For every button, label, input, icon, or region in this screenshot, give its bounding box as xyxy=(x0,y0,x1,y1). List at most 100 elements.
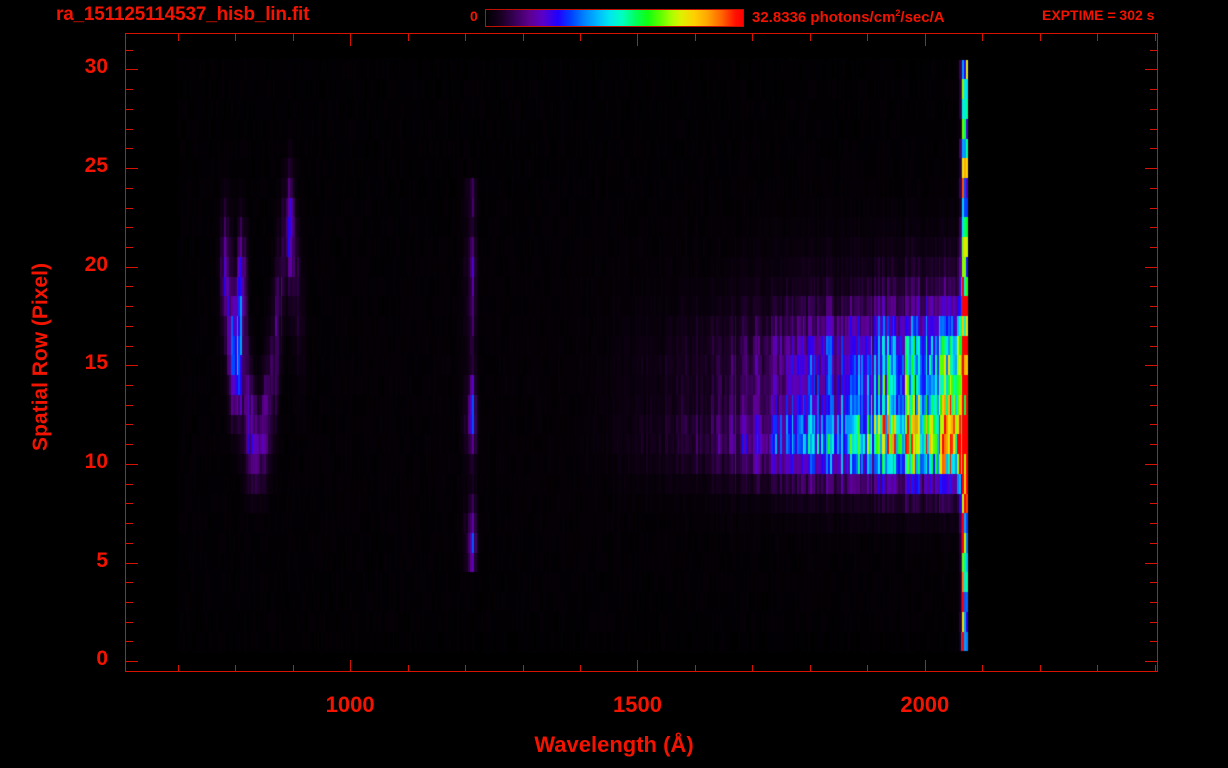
xtick-major-2000 xyxy=(925,660,926,672)
colorbar-max-value: 32.8336 xyxy=(752,9,807,26)
ytick-right-12 xyxy=(1150,424,1158,425)
xtick-minor-700 xyxy=(178,665,179,672)
ytick-label-15: 15 xyxy=(84,351,108,375)
ytick-right-6 xyxy=(1150,543,1158,544)
ytick-minor-3 xyxy=(125,602,133,603)
ytick-minor-23 xyxy=(125,208,133,209)
xtick-minor-1900 xyxy=(867,665,868,672)
ytick-right-10 xyxy=(1145,464,1158,465)
ytick-minor-28 xyxy=(125,109,133,110)
ytick-major-0 xyxy=(125,661,138,662)
colorbar-units-prefix: photons/cm xyxy=(810,9,896,26)
ytick-minor-21 xyxy=(125,247,133,248)
ytick-minor-6 xyxy=(125,543,133,544)
ytick-minor-26 xyxy=(125,148,133,149)
ytick-right-2 xyxy=(1150,622,1158,623)
ytick-right-29 xyxy=(1150,89,1158,90)
ytick-minor-11 xyxy=(125,444,133,445)
ytick-major-25 xyxy=(125,168,138,169)
xtick-top-2000 xyxy=(925,34,926,46)
ytick-minor-4 xyxy=(125,582,133,583)
ytick-label-20: 20 xyxy=(84,252,108,276)
xtick-minor-2200 xyxy=(1040,665,1041,672)
ytick-right-15 xyxy=(1145,365,1158,366)
xtick-minor-1200 xyxy=(465,665,466,672)
ytick-right-19 xyxy=(1150,286,1158,287)
xtick-minor-2100 xyxy=(982,665,983,672)
xtick-major-1500 xyxy=(637,660,638,672)
ytick-major-15 xyxy=(125,365,138,366)
xtick-top-900 xyxy=(293,34,294,41)
ytick-minor-1 xyxy=(125,641,133,642)
colorbar-units-exponent: 2 xyxy=(895,8,901,18)
ytick-minor-24 xyxy=(125,188,133,189)
xtick-label-1000: 1000 xyxy=(325,692,375,717)
colorbar-max-label: 32.8336 photons/cm2/sec/A xyxy=(752,8,945,26)
ytick-right-31 xyxy=(1150,50,1158,51)
colorbar-units-suffix: /sec/A xyxy=(900,9,945,26)
ytick-right-24 xyxy=(1150,188,1158,189)
xtick-top-1700 xyxy=(752,34,753,41)
xtick-minor-1100 xyxy=(408,665,409,672)
xtick-label-1500: 1500 xyxy=(612,692,662,717)
xtick-top-1500 xyxy=(637,34,638,46)
ytick-minor-7 xyxy=(125,523,133,524)
ytick-right-30 xyxy=(1145,69,1158,70)
ytick-minor-27 xyxy=(125,129,133,130)
xtick-minor-1300 xyxy=(523,665,524,672)
ytick-right-26 xyxy=(1150,148,1158,149)
xtick-top-1300 xyxy=(523,34,524,41)
xtick-minor-2300 xyxy=(1097,665,1098,672)
ytick-right-27 xyxy=(1150,129,1158,130)
xtick-top-1400 xyxy=(580,34,581,41)
ytick-right-8 xyxy=(1150,503,1158,504)
colorbar-gradient xyxy=(485,9,744,27)
xtick-minor-900 xyxy=(293,665,294,672)
xtick-top-2300 xyxy=(1097,34,1098,41)
ytick-minor-16 xyxy=(125,346,133,347)
ytick-right-3 xyxy=(1150,602,1158,603)
ytick-major-30 xyxy=(125,69,138,70)
exptime-label: EXPTIME = 302 s xyxy=(1042,7,1155,23)
ytick-minor-22 xyxy=(125,227,133,228)
xtick-top-1600 xyxy=(695,34,696,41)
heatmap-canvas xyxy=(126,34,1157,671)
file-title: ra_151125114537_hisb_lin.fit xyxy=(56,4,310,25)
xtick-major-1000 xyxy=(350,660,351,672)
ytick-minor-29 xyxy=(125,89,133,90)
xtick-top-2400 xyxy=(1155,34,1156,41)
xtick-top-1100 xyxy=(408,34,409,41)
ytick-minor-17 xyxy=(125,326,133,327)
xtick-minor-800 xyxy=(235,665,236,672)
ytick-minor-31 xyxy=(125,50,133,51)
ytick-right-28 xyxy=(1150,109,1158,110)
ytick-right-22 xyxy=(1150,227,1158,228)
ytick-right-4 xyxy=(1150,582,1158,583)
ytick-minor-14 xyxy=(125,385,133,386)
ytick-label-5: 5 xyxy=(96,548,108,572)
ytick-label-25: 25 xyxy=(84,154,108,178)
ytick-label-30: 30 xyxy=(84,55,108,79)
ytick-right-20 xyxy=(1145,267,1158,268)
ytick-minor-8 xyxy=(125,503,133,504)
xtick-top-2100 xyxy=(982,34,983,41)
ytick-minor-2 xyxy=(125,622,133,623)
ytick-minor-18 xyxy=(125,306,133,307)
xtick-minor-1600 xyxy=(695,665,696,672)
xtick-minor-1800 xyxy=(810,665,811,672)
colorbar-min-label: 0 xyxy=(470,8,478,24)
ytick-right-13 xyxy=(1150,405,1158,406)
ytick-right-7 xyxy=(1150,523,1158,524)
x-axis-label: Wavelength (Å) xyxy=(534,732,694,757)
ytick-major-10 xyxy=(125,464,138,465)
ytick-right-21 xyxy=(1150,247,1158,248)
xtick-top-1000 xyxy=(350,34,351,46)
ytick-label-10: 10 xyxy=(84,449,108,473)
xtick-minor-1400 xyxy=(580,665,581,672)
ytick-right-1 xyxy=(1150,641,1158,642)
xtick-top-1900 xyxy=(867,34,868,41)
ytick-right-17 xyxy=(1150,326,1158,327)
xtick-top-2200 xyxy=(1040,34,1041,41)
xtick-minor-2400 xyxy=(1155,665,1156,672)
ytick-minor-9 xyxy=(125,484,133,485)
